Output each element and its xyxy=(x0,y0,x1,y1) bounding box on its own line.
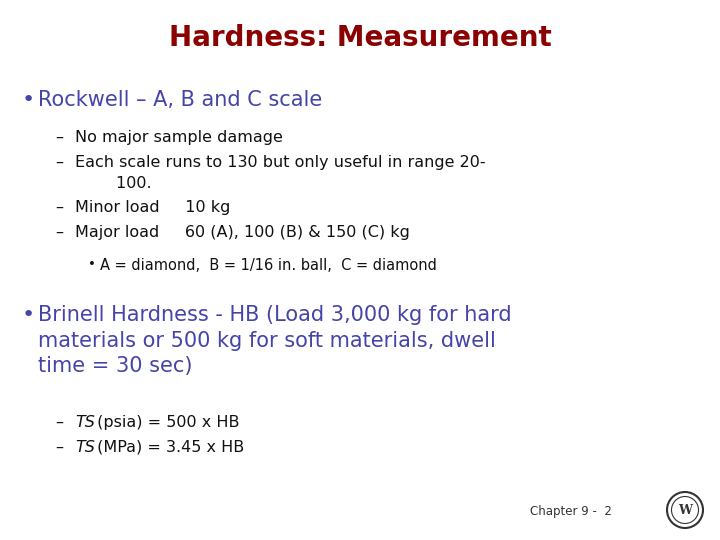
Text: Minor load     10 kg: Minor load 10 kg xyxy=(75,200,230,215)
Text: TS: TS xyxy=(75,440,95,455)
Text: •: • xyxy=(22,90,35,110)
Text: •: • xyxy=(88,258,96,271)
Text: Major load     60 (A), 100 (B) & 150 (C) kg: Major load 60 (A), 100 (B) & 150 (C) kg xyxy=(75,225,410,240)
Text: –: – xyxy=(55,200,63,215)
Text: TS: TS xyxy=(75,415,95,430)
Text: –: – xyxy=(55,155,63,170)
Text: Chapter 9 -  2: Chapter 9 - 2 xyxy=(530,505,612,518)
Text: Brinell Hardness - HB (Load 3,000 kg for hard
materials or 500 kg for soft mater: Brinell Hardness - HB (Load 3,000 kg for… xyxy=(38,305,512,376)
Text: A = diamond,  B = 1/16 in. ball,  C = diamond: A = diamond, B = 1/16 in. ball, C = diam… xyxy=(100,258,437,273)
Text: (psia) = 500 x HB: (psia) = 500 x HB xyxy=(92,415,240,430)
Text: No major sample damage: No major sample damage xyxy=(75,130,283,145)
Text: –: – xyxy=(55,130,63,145)
Text: •: • xyxy=(22,305,35,325)
Text: Rockwell – A, B and C scale: Rockwell – A, B and C scale xyxy=(38,90,323,110)
Text: Hardness: Measurement: Hardness: Measurement xyxy=(168,24,552,52)
Text: –: – xyxy=(55,440,63,455)
Text: (MPa) = 3.45 x HB: (MPa) = 3.45 x HB xyxy=(92,440,244,455)
Text: –: – xyxy=(55,415,63,430)
Text: –: – xyxy=(55,225,63,240)
Text: Each scale runs to 130 but only useful in range 20-
        100.: Each scale runs to 130 but only useful i… xyxy=(75,155,485,191)
Text: W: W xyxy=(678,503,692,516)
